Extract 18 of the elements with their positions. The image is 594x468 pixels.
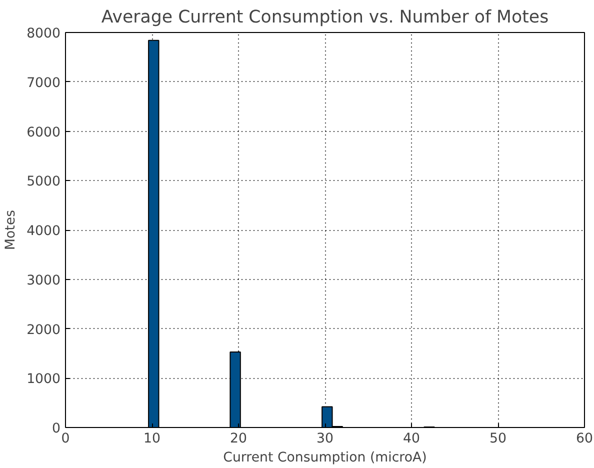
y-tick-label: 5000	[26, 174, 61, 190]
x-tick-label: 30	[316, 432, 334, 446]
y-tick-label: 6000	[26, 125, 61, 140]
x-tick-label: 60	[576, 432, 593, 446]
x-tick-label: 40	[403, 432, 420, 446]
chart-title: Average Current Consumption vs. Number of Motes	[101, 8, 549, 28]
y-tick-label: 2000	[26, 322, 61, 338]
y-tick-label: 7000	[26, 76, 61, 91]
x-axis-title: Current Consumption (microA)	[223, 450, 427, 466]
y-tick-label: 0	[52, 422, 61, 436]
y-axis-title: Motes	[4, 210, 19, 250]
y-tick-label: 3000	[26, 273, 61, 288]
x-tick-label: 10	[144, 432, 160, 446]
y-tick-label: 4000	[26, 224, 61, 239]
x-tick-label: 20	[230, 432, 247, 446]
y-tick-label: 8000	[26, 26, 61, 42]
x-tick-label: 50	[490, 432, 506, 446]
y-tick-label: 1000	[26, 372, 61, 388]
